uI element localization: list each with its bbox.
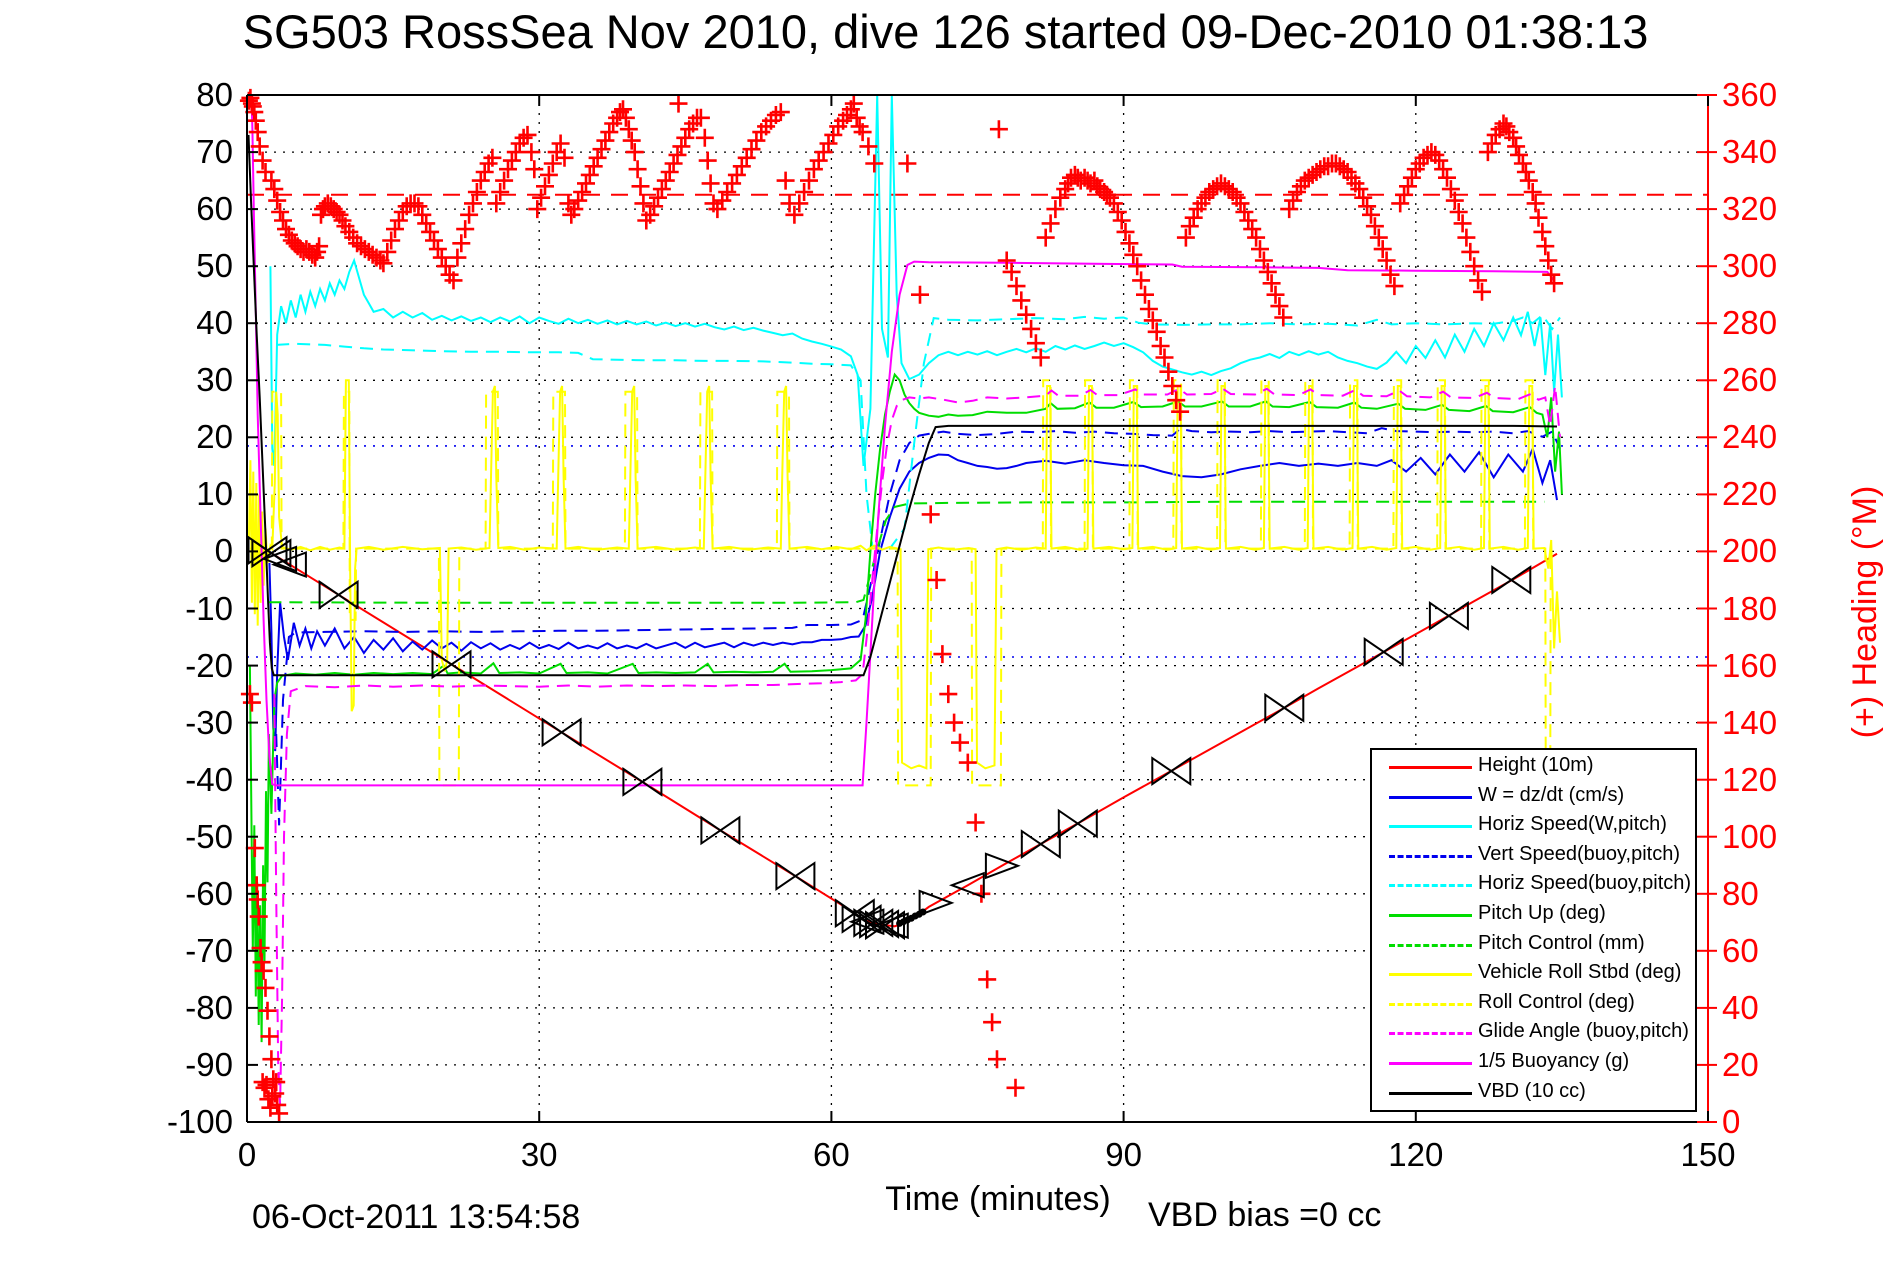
left-axis-tick-label: 10	[196, 475, 233, 513]
legend-entry: Vehicle Roll Stbd (deg)	[1372, 959, 1695, 987]
left-axis-tick-label: 60	[196, 190, 233, 228]
legend-entry: Vert Speed(buoy,pitch)	[1372, 841, 1695, 869]
left-axis-tick-label: -90	[185, 1045, 233, 1083]
left-axis-tick-label: 0	[214, 532, 233, 570]
legend-entry: Horiz Speed(W,pitch)	[1372, 811, 1695, 839]
legend-entry: Pitch Up (deg)	[1372, 900, 1695, 928]
x-axis-tick-label: 150	[1680, 1136, 1736, 1173]
legend-line-sample	[1389, 884, 1472, 888]
legend-line-sample	[1389, 825, 1472, 829]
legend-entry-label: Pitch Control (mm)	[1478, 931, 1645, 954]
left-axis-tick-label: -20	[185, 646, 233, 684]
legend-entry-label: Vert Speed(buoy,pitch)	[1478, 842, 1680, 865]
legend-box: Height (10m) W = dz/dt (cm/s) Horiz Speed(…	[1370, 748, 1697, 1112]
right-axis-tick-label: 280	[1722, 304, 1778, 342]
left-axis-tick-label: -10	[185, 589, 233, 627]
legend-entry: W = dz/dt (cm/s)	[1372, 782, 1695, 810]
left-axis-tick-label: 80	[196, 76, 233, 113]
left-axis-tick-label: 20	[196, 418, 233, 456]
right-axis-label: (+) Heading (°M)	[1846, 485, 1884, 739]
legend-entry-label: Glide Angle (buoy,pitch)	[1478, 1020, 1689, 1043]
right-axis-tick-label: 40	[1722, 988, 1759, 1026]
legend-entry-label: 1/5 Buoyancy (g)	[1478, 1050, 1630, 1072]
legend-entry-label: Horiz Speed(W,pitch)	[1478, 813, 1667, 836]
right-axis-tick-label: 0	[1722, 1103, 1741, 1140]
legend-entry-label: Vehicle Roll Stbd (deg)	[1478, 961, 1682, 984]
right-axis-tick-label: 320	[1722, 190, 1778, 228]
right-axis-tick-label: 180	[1722, 589, 1778, 627]
right-axis-tick-label: 100	[1722, 817, 1778, 855]
legend-line-sample	[1389, 1091, 1472, 1095]
right-axis-tick-label: 360	[1722, 76, 1778, 113]
right-axis-tick-label: 220	[1722, 475, 1778, 513]
legend-entry-label: Height (10m)	[1478, 754, 1594, 776]
x-axis-tick-label: 30	[520, 1136, 558, 1173]
left-axis-tick-label: -100	[166, 1103, 233, 1140]
legend-entry-label: W = dz/dt (cm/s)	[1478, 783, 1625, 806]
right-axis-tick-label: 80	[1722, 874, 1759, 912]
legend-entry-label: Pitch Up (deg)	[1478, 902, 1606, 924]
legend-entry-label: Roll Control (deg)	[1478, 990, 1635, 1013]
left-axis-tick-label: -70	[185, 931, 233, 969]
x-axis-tick-label: 60	[813, 1136, 850, 1173]
left-axis-tick-label: 70	[196, 133, 233, 171]
legend-line-sample	[1389, 854, 1472, 858]
right-axis-tick-label: 60	[1722, 931, 1759, 969]
right-axis-tick-label: 240	[1722, 418, 1778, 456]
legend-entry: Pitch Control (mm)	[1372, 930, 1695, 958]
right-axis-tick-label: 20	[1722, 1045, 1759, 1083]
legend-line-sample	[1389, 973, 1472, 977]
legend-line-sample	[1389, 1062, 1472, 1065]
left-axis-tick-label: -30	[185, 703, 233, 741]
right-axis-tick-label: 200	[1722, 532, 1778, 570]
left-axis-tick-label: -50	[185, 817, 233, 855]
right-axis-tick-label: 300	[1722, 247, 1778, 285]
left-axis-tick-label: -60	[185, 874, 233, 912]
x-axis-tick-label: 90	[1105, 1136, 1142, 1173]
left-axis-tick-label: 30	[196, 361, 233, 399]
right-axis-tick-label: 140	[1722, 703, 1778, 741]
legend-entry: Roll Control (deg)	[1372, 989, 1695, 1017]
left-axis-tick-label: -40	[185, 760, 233, 798]
left-axis-tick-label: -80	[185, 988, 233, 1026]
right-axis-tick-label: 340	[1722, 133, 1778, 171]
legend-line-sample	[1389, 766, 1472, 769]
left-axis-tick-label: 50	[196, 247, 233, 285]
legend-entry-label: VBD (10 cc)	[1478, 1079, 1586, 1102]
x-axis-tick-label: 0	[237, 1136, 257, 1173]
right-axis-tick-label: 120	[1722, 760, 1778, 798]
plot-title: SG503 RossSea Nov 2010, dive 126 started…	[242, 5, 1649, 58]
left-axis-tick-label: 40	[196, 304, 233, 342]
legend-entry: Glide Angle (buoy,pitch)	[1372, 1018, 1695, 1046]
legend-line-sample	[1389, 943, 1472, 947]
legend-line-sample	[1389, 1032, 1472, 1036]
right-axis-tick-label: 160	[1722, 646, 1778, 684]
x-axis-tick-label: 120	[1388, 1136, 1444, 1173]
vbd-bias-label: VBD bias =0 cc	[1148, 1196, 1382, 1234]
right-axis-tick-label: 260	[1722, 361, 1778, 399]
legend-line-sample	[1389, 914, 1472, 917]
plot-datestamp: 06-Oct-2011 13:54:58	[252, 1198, 581, 1236]
legend-line-sample	[1389, 1002, 1472, 1006]
legend-line-sample	[1389, 795, 1472, 799]
legend-entry: VBD (10 cc)	[1372, 1078, 1695, 1106]
legend-entry: Horiz Speed(buoy,pitch)	[1372, 870, 1695, 898]
legend-entry-label: Horiz Speed(buoy,pitch)	[1478, 872, 1692, 895]
legend-entry: Height (10m)	[1372, 752, 1695, 780]
legend-entry: 1/5 Buoyancy (g)	[1372, 1048, 1695, 1076]
x-axis-label: Time (minutes)	[885, 1180, 1111, 1218]
